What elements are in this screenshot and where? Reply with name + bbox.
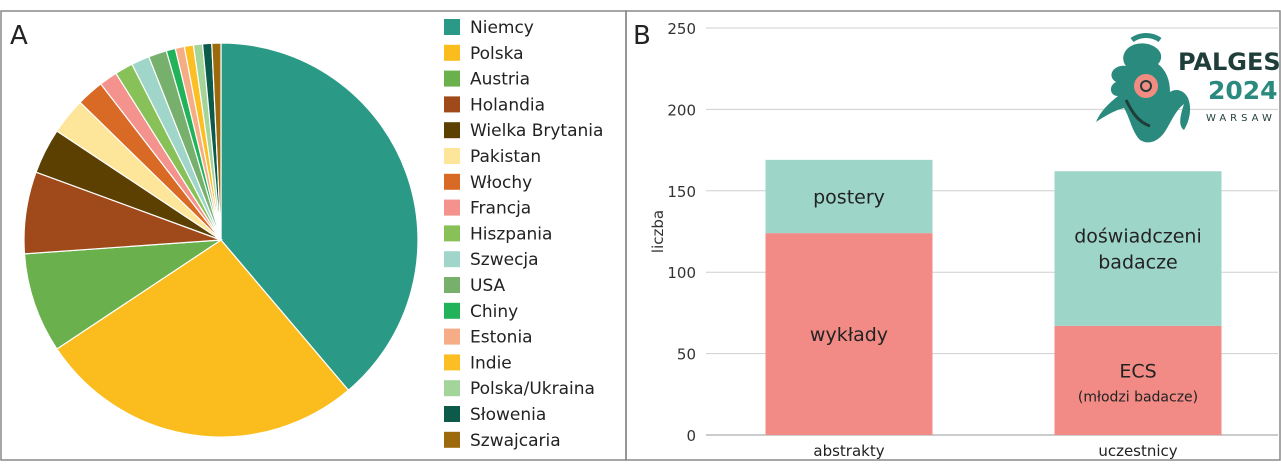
- legend-swatch-niemcy: [444, 19, 460, 35]
- y-tick-label-200: 200: [667, 101, 696, 119]
- y-axis-label: liczba: [649, 210, 667, 253]
- bar-segment-abstrakty-wyklady: [765, 233, 933, 435]
- legend-swatch-pakistan: [444, 148, 460, 164]
- legend-swatch-szwajcaria: [444, 431, 460, 448]
- legend-swatch-polska-ukraina: [444, 380, 460, 397]
- legend-label-polska: Polska: [470, 44, 524, 64]
- legend-label-usa: USA: [470, 276, 506, 296]
- bar-segment-sublabel-uczestnicy-ecs: (młodzi badacze): [1078, 389, 1198, 405]
- legend-label-indie: Indie: [470, 353, 512, 373]
- legend-swatch-slowenia: [444, 406, 460, 422]
- legend-label-szwecja: Szwecja: [470, 250, 539, 270]
- legend-label-polska-ukraina: Polska/Ukraina: [470, 379, 595, 399]
- legend-swatch-polska: [444, 44, 460, 61]
- bar-segment-abstrakty-postery: [765, 159, 933, 234]
- bar-segment-uczestnicy-ecs: [1054, 325, 1222, 435]
- pie-slice-austria: [23, 239, 224, 350]
- legend-label-francja: Francja: [470, 199, 531, 219]
- bar-segment-label-abstrakty-wyklady: wykłady: [810, 324, 888, 346]
- legend-swatch-indie: [444, 354, 460, 371]
- palges-logo: PALGES 2024 WARSAW: [1096, 33, 1281, 143]
- legend-label-austria: Austria: [470, 70, 530, 90]
- bar-segment-label-abstrakty-postery: postery: [813, 186, 885, 208]
- bar-segment-label-uczestnicy-ecs: ECS: [1119, 360, 1156, 382]
- legend-swatch-chiny: [444, 302, 460, 319]
- panel-a-label: A: [10, 21, 28, 51]
- logo-year: 2024: [1208, 76, 1278, 105]
- logo-city: WARSAW: [1206, 113, 1276, 124]
- stacked-bar-chart: 0 50 100 150 200 250 liczba wykłady postery abstr…: [649, 20, 1278, 460]
- pie-chart: [23, 42, 419, 438]
- legend-swatch-hiszpania: [444, 225, 460, 242]
- y-tick-label-50: 50: [677, 346, 696, 364]
- seahorse-logo-mark: [1096, 33, 1191, 143]
- x-tick-label-abstrakty: abstrakty: [813, 442, 884, 460]
- legend-swatch-estonia: [444, 328, 460, 345]
- legend-label-estonia: Estonia: [470, 328, 533, 348]
- legend-swatch-wlochy: [444, 173, 460, 190]
- legend-label-wlochy: Włochy: [470, 173, 532, 193]
- bar-segment-uczestnicy-doswiadczeni-badacze: [1054, 171, 1222, 326]
- logo-name: PALGES: [1178, 48, 1281, 76]
- bar-segment-label-uczestnicy-doswiadczeni-badacze-0: doświadczeni: [1074, 226, 1202, 248]
- x-tick-label-uczestnicy: uczestnicy: [1098, 442, 1177, 460]
- bar-segment-label-uczestnicy-doswiadczeni-badacze-1: badacze: [1098, 252, 1178, 274]
- pie-slice-niemcy: [220, 42, 419, 392]
- legend-label-pakistan: Pakistan: [470, 147, 541, 167]
- legend-swatch-holandia: [444, 96, 460, 113]
- legend-swatch-usa: [444, 277, 460, 293]
- panel-b-label: B: [633, 21, 651, 51]
- legend-label-szwajcaria: Szwajcaria: [470, 431, 561, 451]
- legend-swatch-austria: [444, 70, 460, 87]
- y-tick-label-150: 150: [667, 183, 696, 201]
- legend-swatch-wielka-brytania: [444, 122, 460, 139]
- y-tick-label-250: 250: [667, 20, 696, 38]
- legend-swatch-szwecja: [444, 251, 460, 268]
- legend-label-wielka-brytania: Wielka Brytania: [470, 121, 603, 141]
- legend-label-slowenia: Słowenia: [470, 405, 546, 425]
- y-tick-label-0: 0: [686, 427, 696, 445]
- legend-label-hiszpania: Hiszpania: [470, 224, 552, 244]
- legend-label-chiny: Chiny: [470, 302, 518, 322]
- pie-legend: Niemcy Polska Austria Holandia Wielka Brytan…: [444, 18, 603, 451]
- legend-label-holandia: Holandia: [470, 95, 545, 115]
- legend-label-niemcy: Niemcy: [470, 18, 534, 38]
- y-tick-label-100: 100: [667, 264, 696, 282]
- legend-swatch-francja: [444, 199, 460, 216]
- pie-slice-szwajcaria: [211, 42, 222, 241]
- panel-b-frame: [625, 10, 1281, 461]
- pie-slice-polska: [56, 239, 350, 438]
